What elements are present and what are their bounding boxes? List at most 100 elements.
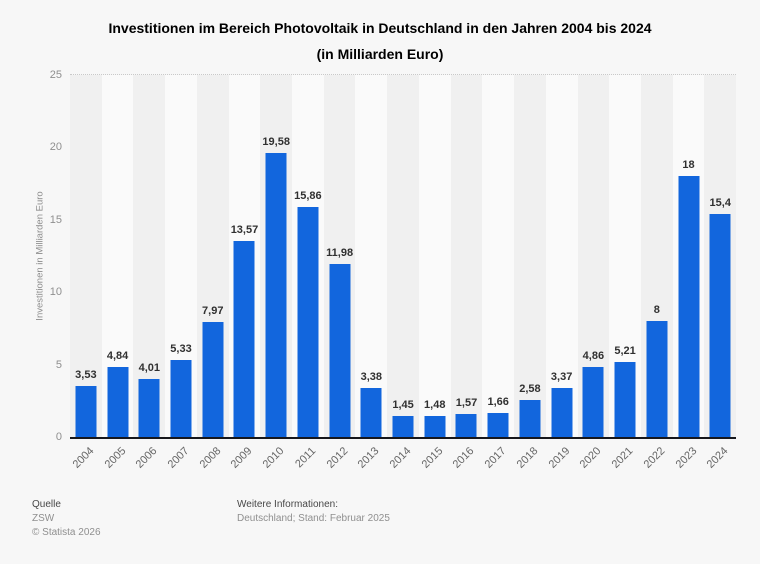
- source-name: ZSW: [32, 513, 55, 524]
- x-tick-label: 2004: [70, 445, 97, 471]
- info-label: Weitere Informationen:: [237, 499, 338, 510]
- bar-column-2012: 11,98 2012: [323, 75, 356, 471]
- bar: [138, 378, 160, 437]
- x-tick-label: 2008: [197, 445, 224, 471]
- y-tick-label: 15: [49, 213, 62, 226]
- bar: [646, 321, 668, 437]
- bar-column-2010: 19,58 2010: [260, 75, 293, 471]
- x-tick-label: 2006: [133, 445, 160, 471]
- bar: [551, 388, 573, 437]
- bar: [329, 263, 351, 437]
- bar: [170, 359, 192, 437]
- bar-column-2021: 5,21 2021: [609, 75, 641, 471]
- bar-column-2019: 3,37 2019: [545, 75, 578, 471]
- bar-value-label: 13,57: [230, 223, 259, 236]
- bar: [678, 176, 700, 437]
- x-tick-label: 2022: [641, 445, 668, 471]
- y-tick-label: 0: [55, 431, 62, 443]
- bar-column-2008: 7,97 2008: [196, 75, 229, 471]
- bar: [582, 366, 604, 437]
- y-tick-label: 5: [55, 358, 62, 371]
- x-tick-label: 2010: [260, 445, 287, 471]
- bar: [519, 399, 541, 437]
- bar-column-2023: 18 2023: [672, 75, 705, 471]
- bar-value-label: 1,48: [424, 398, 446, 411]
- x-tick-label: 2023: [673, 445, 699, 471]
- bar-value-label: 1,66: [487, 395, 509, 408]
- bar-value-label: 15,4: [709, 197, 731, 210]
- y-tick-label: 25: [49, 69, 62, 81]
- chart-title-line2: (in Milliarden Euro): [316, 46, 444, 62]
- bar-column-2022: 8 2022: [640, 75, 673, 471]
- y-tick-label: 10: [49, 286, 62, 299]
- bar-value-label: 7,97: [202, 304, 224, 317]
- bar: [392, 416, 414, 437]
- bar-column-2009: 13,57 2009: [228, 75, 261, 471]
- bar-value-label: 18: [682, 159, 695, 172]
- x-tick-label: 2016: [451, 445, 477, 471]
- bar: [487, 412, 509, 437]
- bar-column-2004: 3,53 2004: [70, 75, 102, 471]
- bar-value-label: 4,86: [582, 349, 605, 362]
- bar-column-2018: 2,58 2018: [514, 75, 546, 471]
- bar-column-2024: 15,4 2024: [704, 75, 737, 471]
- bar-value-label: 1,45: [392, 399, 414, 412]
- x-tick-label: 2011: [293, 445, 319, 471]
- bar-column-2013: 3,38 2013: [355, 75, 388, 471]
- y-tick-label: 20: [49, 141, 62, 154]
- gridline: [70, 74, 736, 75]
- bar-column-2017: 1,66 2017: [482, 75, 515, 471]
- x-tick-label: 2024: [704, 445, 731, 471]
- bar-column-2011: 15,86 2011: [292, 75, 324, 470]
- bar-value-label: 5,21: [614, 344, 636, 357]
- chart-title-line1: Investitionen im Bereich Photovoltaik in…: [108, 20, 652, 36]
- bar: [265, 153, 287, 437]
- bar-column-2006: 4,01 2006: [133, 75, 166, 471]
- x-tick-label: 2007: [165, 445, 192, 471]
- bar-value-label: 5,33: [170, 342, 192, 355]
- bar: [75, 385, 97, 437]
- bar-value-label: 1,57: [455, 397, 478, 410]
- source-label: Quelle: [32, 499, 61, 510]
- bar-value-label: 3,53: [75, 368, 97, 381]
- x-tick-label: 2005: [102, 445, 129, 471]
- footer-source: Quelle ZSW © Statista 2026: [32, 498, 101, 540]
- bar-value-label: 19,58: [262, 136, 290, 149]
- bar-value-label: 4,01: [138, 361, 161, 374]
- plot-area: 3,53 2004 4,84 2005 4,01 2006 5,33 2007 7,97 2008…: [70, 74, 737, 471]
- x-tick-label: 2012: [324, 445, 351, 471]
- bar-value-label: 3,37: [550, 371, 573, 384]
- y-axis-ticks: 0 5 10 15 20 25: [0, 69, 62, 443]
- bar-column-2016: 1,57 2016: [450, 75, 483, 471]
- x-tick-label: 2019: [546, 445, 573, 471]
- bar-column-2014: 1,45 2014: [387, 75, 419, 471]
- x-tick-label: 2017: [482, 445, 509, 471]
- x-tick-label: 2015: [419, 445, 446, 471]
- bar: [455, 414, 477, 437]
- bar-value-label: 11,98: [326, 246, 354, 259]
- x-tick-label: 2014: [387, 445, 414, 471]
- x-tick-label: 2018: [514, 445, 541, 471]
- bar-value-label: 4,84: [106, 349, 129, 362]
- bar: [202, 321, 224, 437]
- bar-value-label: 15,86: [294, 190, 322, 203]
- bar: [107, 366, 129, 437]
- info-text: Deutschland; Stand: Februar 2025: [237, 513, 390, 524]
- bar: [360, 388, 382, 437]
- x-tick-label: 2021: [609, 445, 636, 471]
- bar: [297, 207, 319, 437]
- chart-title: Investitionen im Bereich Photovoltaik in…: [0, 15, 760, 67]
- bar-column-2007: 5,33 2007: [165, 75, 197, 471]
- x-tick-label: 2013: [355, 445, 382, 471]
- bar: [233, 240, 255, 437]
- copyright-notice: © Statista 2026: [32, 527, 101, 538]
- x-tick-label: 2020: [578, 445, 604, 471]
- bar-column-2020: 4,86 2020: [577, 75, 610, 471]
- bar-value-label: 2,58: [519, 382, 541, 395]
- bar-column-2005: 4,84 2005: [101, 75, 134, 471]
- bar: [424, 415, 446, 437]
- footer-info: Weitere Informationen: Deutschland; Stan…: [237, 498, 390, 526]
- bar: [709, 214, 731, 437]
- bar-value-label: 8: [653, 304, 660, 317]
